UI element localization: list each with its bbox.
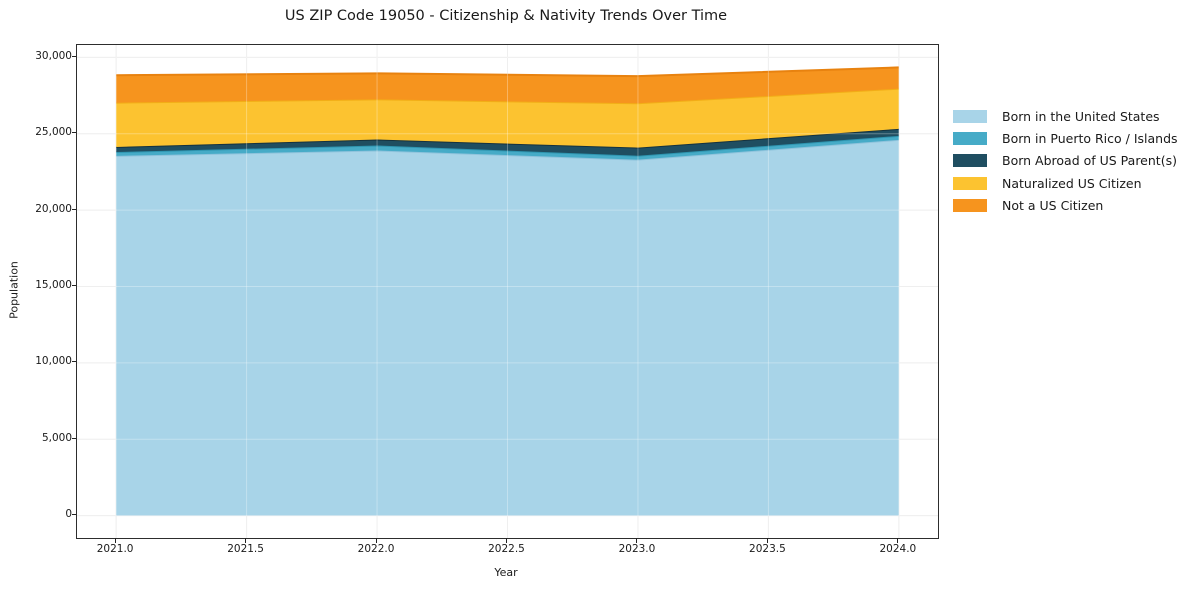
y-tick-label: 5,000: [41, 431, 72, 444]
x-tick-label: 2022.0: [357, 543, 395, 555]
legend-label: Naturalized US Citizen: [1002, 175, 1142, 191]
x-tick-mark: [766, 538, 768, 543]
y-tick-mark: [71, 361, 76, 363]
stacked-area-chart: [77, 45, 938, 538]
x-tick-label: 2023.5: [749, 543, 786, 555]
legend-swatch: [953, 131, 987, 145]
y-tick-mark: [71, 437, 76, 439]
x-tick-label: 2022.5: [488, 543, 525, 555]
y-tick-label: 15,000: [35, 278, 72, 291]
x-tick-label: 2023.0: [618, 543, 656, 555]
legend-swatch: [953, 198, 987, 212]
y-tick-mark: [71, 132, 76, 134]
y-tick-label: 0: [65, 508, 72, 521]
y-tick-mark: [71, 514, 76, 516]
chart-title: US ZIP Code 19050 - Citizenship & Nativi…: [284, 8, 728, 24]
legend-swatch: [953, 176, 987, 190]
x-tick-mark: [897, 538, 899, 543]
x-tick-label: 2024.0: [879, 543, 917, 555]
legend-item: Naturalized US Citizen: [953, 172, 1178, 194]
legend-label: Born in Puerto Rico / Islands: [1002, 130, 1178, 146]
y-tick-mark: [71, 284, 76, 286]
x-tick-mark: [245, 538, 247, 543]
y-tick-label: 25,000: [35, 126, 72, 139]
area-born-abroad-of-us-parent-s-: [116, 128, 899, 156]
legend-item: Born Abroad of US Parent(s): [953, 150, 1178, 172]
x-axis-label: Year: [494, 566, 518, 579]
area-born-in-puerto-rico-islands: [116, 135, 899, 160]
legend-label: Not a US Citizen: [1002, 197, 1104, 213]
area-naturalized-us-citizen: [116, 88, 899, 148]
legend: Born in the United States Born in Puerto …: [953, 105, 1178, 216]
x-tick-mark: [506, 538, 507, 543]
plot-area: [76, 44, 939, 539]
y-tick-label: 10,000: [35, 355, 72, 368]
y-tick-label: 30,000: [35, 49, 72, 62]
legend-item: Not a US Citizen: [953, 194, 1178, 216]
x-tick-label: 2021.0: [96, 543, 134, 555]
legend-item: Born in Puerto Rico / Islands: [953, 127, 1178, 149]
x-tick-mark: [375, 538, 377, 543]
y-tick-mark: [71, 55, 76, 57]
area-edge: [116, 66, 899, 78]
legend-label: Born Abroad of US Parent(s): [1002, 153, 1177, 169]
y-tick-label: 20,000: [35, 202, 72, 215]
legend-item: Born in the United States: [953, 105, 1178, 127]
x-tick-mark: [114, 538, 116, 543]
legend-swatch: [953, 109, 987, 123]
y-tick-mark: [71, 208, 76, 210]
legend-swatch: [953, 154, 987, 168]
x-tick-mark: [636, 538, 638, 543]
area-born-in-the-united-states: [116, 139, 899, 516]
legend-label: Born in the United States: [1002, 108, 1160, 124]
area-not-a-us-citizen: [116, 67, 899, 104]
x-tick-label: 2021.5: [227, 543, 264, 555]
